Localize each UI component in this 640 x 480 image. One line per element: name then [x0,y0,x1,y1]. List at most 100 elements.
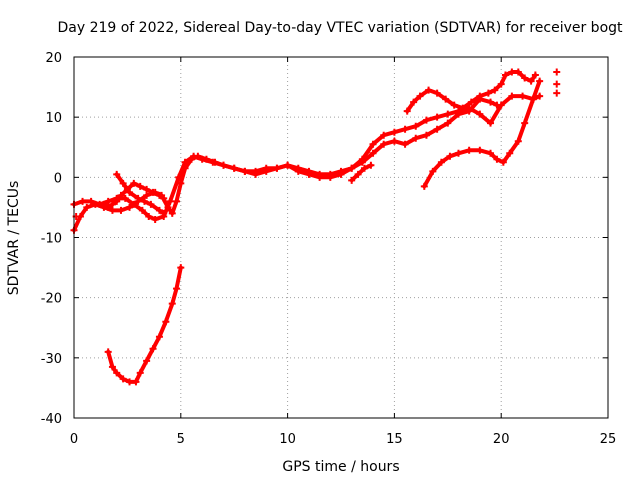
data-point [476,92,484,100]
data-point [220,161,228,169]
data-point [132,378,140,386]
data-point [401,140,409,148]
data-point [348,176,356,184]
data-point [501,71,509,79]
data-point [527,77,535,85]
y-tick-label: 20 [45,51,62,66]
data-point [181,158,189,166]
data-point [514,68,522,76]
data-point [380,131,388,139]
data-point [493,155,501,163]
data-point [190,152,198,160]
data-point [147,200,155,208]
data-point [126,188,134,196]
series-track-g [420,77,544,190]
data-point [126,378,134,386]
data-point [444,110,452,118]
data-point [113,197,121,205]
data-point [273,164,281,172]
data-point [136,182,144,190]
series-track-h [348,161,375,184]
data-point [412,134,420,142]
data-point [316,170,324,178]
data-point [108,200,116,208]
x-tick-label: 10 [279,432,296,447]
data-point [108,363,116,371]
data-point [514,137,522,145]
data-point [553,80,561,88]
data-point [130,200,138,208]
data-point [149,345,157,353]
data-point [136,369,144,377]
data-point [348,164,356,172]
data-point [119,179,127,187]
data-point [166,197,174,205]
data-point [121,194,129,202]
grid [74,57,608,418]
data-point [168,209,176,217]
data-point [553,68,561,76]
data-point [425,86,433,94]
data-point [326,170,334,178]
data-point [433,125,441,133]
data-point [519,92,527,100]
data-point [521,119,529,127]
data-point [155,333,163,341]
data-point [416,92,424,100]
data-point [87,197,95,205]
data-point [450,101,458,109]
data-point [521,74,529,82]
data-point [487,119,495,127]
x-axis-title: GPS time / hours [282,459,399,475]
data-point [410,98,418,106]
data-point [284,161,292,169]
data-point [113,369,121,377]
data-point [487,149,495,157]
data-point [454,149,462,157]
data-point [429,167,437,175]
data-point [437,158,445,166]
data-point [198,155,206,163]
data-point [529,95,537,103]
data-point [465,107,473,115]
data-point [412,122,420,130]
data-point [493,101,501,109]
data-point [499,158,507,166]
data-point [173,285,181,293]
x-tick-label: 25 [600,432,617,447]
series-track-a [104,264,185,386]
data-point [446,152,454,160]
data-point [459,104,467,112]
data-point [160,209,168,217]
data-point [360,164,368,172]
data-point [476,110,484,118]
data-point [337,167,345,175]
data-point [108,206,116,214]
y-tick-label: 0 [54,171,62,186]
data-point [79,197,87,205]
data-point [506,149,514,157]
data-point [113,170,121,178]
data-point [104,197,112,205]
data-point [117,191,125,199]
series-track-d [100,179,168,211]
data-point [536,77,544,85]
data-point [305,167,313,175]
y-tick-label: 10 [45,111,62,126]
data-point [422,131,430,139]
data-point [149,188,157,196]
data-point [177,264,185,272]
data-point [104,348,112,356]
y-tick-label: -40 [41,412,62,427]
series-track-e [113,170,168,217]
data-point [433,89,441,97]
data-point [442,95,450,103]
series-line-track-h [349,163,373,183]
data-point [484,89,492,97]
chart-title: Day 219 of 2022, Sidereal Day-to-day VTE… [57,20,623,36]
data-point [145,212,153,220]
data-point [422,116,430,124]
series-line-track-e [114,172,166,216]
